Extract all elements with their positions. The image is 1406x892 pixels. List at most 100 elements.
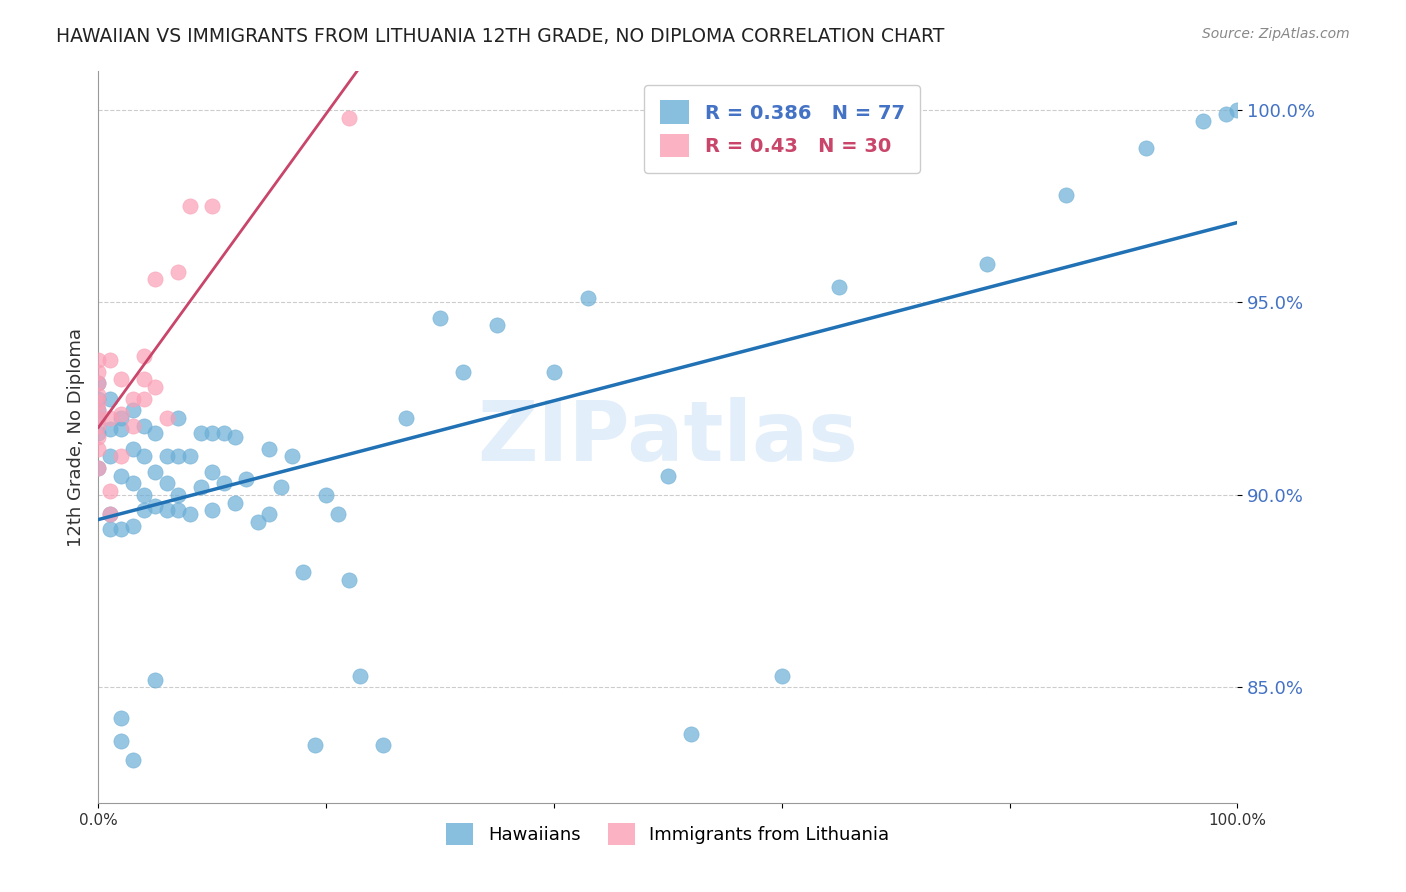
Hawaiians <box>132 450 155 464</box>
Hawaiians <box>145 500 167 514</box>
Immigrants from Lithuania <box>145 272 167 286</box>
Hawaiians <box>235 472 257 486</box>
Hawaiians <box>167 450 190 464</box>
Hawaiians <box>145 673 167 687</box>
Hawaiians <box>87 461 110 475</box>
Hawaiians <box>1215 106 1237 120</box>
Immigrants from Lithuania <box>121 392 143 406</box>
Immigrants from Lithuania <box>87 410 110 425</box>
Immigrants from Lithuania <box>121 418 143 433</box>
Immigrants from Lithuania <box>179 199 201 213</box>
Immigrants from Lithuania <box>87 353 110 368</box>
Hawaiians <box>110 422 132 436</box>
Immigrants from Lithuania <box>87 430 110 444</box>
Hawaiians <box>976 257 998 271</box>
Text: HAWAIIAN VS IMMIGRANTS FROM LITHUANIA 12TH GRADE, NO DIPLOMA CORRELATION CHART: HAWAIIAN VS IMMIGRANTS FROM LITHUANIA 12… <box>56 27 945 45</box>
Hawaiians <box>212 426 235 441</box>
Immigrants from Lithuania <box>145 380 167 394</box>
Hawaiians <box>224 495 246 509</box>
Hawaiians <box>87 426 110 441</box>
Immigrants from Lithuania <box>87 403 110 417</box>
Hawaiians <box>828 280 851 294</box>
Hawaiians <box>1192 114 1215 128</box>
Hawaiians <box>167 503 190 517</box>
Immigrants from Lithuania <box>87 395 110 409</box>
Hawaiians <box>98 523 121 537</box>
Hawaiians <box>98 392 121 406</box>
Hawaiians <box>132 488 155 502</box>
Hawaiians <box>98 422 121 436</box>
Hawaiians <box>179 450 201 464</box>
Hawaiians <box>110 734 132 748</box>
Immigrants from Lithuania <box>98 353 121 368</box>
Hawaiians <box>98 507 121 521</box>
Hawaiians <box>190 426 212 441</box>
Immigrants from Lithuania <box>87 388 110 402</box>
Immigrants from Lithuania <box>156 410 179 425</box>
Hawaiians <box>679 726 702 740</box>
Immigrants from Lithuania <box>201 199 224 213</box>
Hawaiians <box>371 738 394 752</box>
Hawaiians <box>167 410 190 425</box>
Hawaiians <box>145 465 167 479</box>
Hawaiians <box>121 442 143 456</box>
Hawaiians <box>201 426 224 441</box>
Hawaiians <box>98 450 121 464</box>
Hawaiians <box>121 518 143 533</box>
Hawaiians <box>110 410 132 425</box>
Text: Source: ZipAtlas.com: Source: ZipAtlas.com <box>1202 27 1350 41</box>
Hawaiians <box>156 476 179 491</box>
Immigrants from Lithuania <box>337 111 360 125</box>
Hawaiians <box>110 711 132 725</box>
Hawaiians <box>315 488 337 502</box>
Hawaiians <box>337 573 360 587</box>
Immigrants from Lithuania <box>87 461 110 475</box>
Immigrants from Lithuania <box>132 392 155 406</box>
Immigrants from Lithuania <box>87 418 110 433</box>
Y-axis label: 12th Grade, No Diploma: 12th Grade, No Diploma <box>66 327 84 547</box>
Hawaiians <box>246 515 269 529</box>
Immigrants from Lithuania <box>132 349 155 363</box>
Hawaiians <box>292 565 315 579</box>
Hawaiians <box>429 310 451 325</box>
Immigrants from Lithuania <box>98 410 121 425</box>
Hawaiians <box>451 365 474 379</box>
Hawaiians <box>87 410 110 425</box>
Hawaiians <box>770 669 793 683</box>
Hawaiians <box>657 468 679 483</box>
Immigrants from Lithuania <box>98 507 121 521</box>
Hawaiians <box>281 450 304 464</box>
Hawaiians <box>1226 103 1249 117</box>
Hawaiians <box>224 430 246 444</box>
Hawaiians <box>304 738 326 752</box>
Immigrants from Lithuania <box>167 264 190 278</box>
Hawaiians <box>87 392 110 406</box>
Hawaiians <box>326 507 349 521</box>
Hawaiians <box>110 468 132 483</box>
Hawaiians <box>87 403 110 417</box>
Hawaiians <box>201 465 224 479</box>
Immigrants from Lithuania <box>132 372 155 386</box>
Hawaiians <box>259 442 281 456</box>
Hawaiians <box>87 376 110 391</box>
Hawaiians <box>1135 141 1157 155</box>
Hawaiians <box>576 292 599 306</box>
Hawaiians <box>132 418 155 433</box>
Hawaiians <box>395 410 418 425</box>
Immigrants from Lithuania <box>110 450 132 464</box>
Hawaiians <box>349 669 371 683</box>
Hawaiians <box>167 488 190 502</box>
Hawaiians <box>201 503 224 517</box>
Immigrants from Lithuania <box>87 376 110 391</box>
Legend: R = 0.386   N = 77, R = 0.43   N = 30: R = 0.386 N = 77, R = 0.43 N = 30 <box>644 85 920 173</box>
Hawaiians <box>132 503 155 517</box>
Hawaiians <box>190 480 212 494</box>
Hawaiians <box>121 476 143 491</box>
Immigrants from Lithuania <box>98 483 121 498</box>
Hawaiians <box>212 476 235 491</box>
Hawaiians <box>145 426 167 441</box>
Hawaiians <box>259 507 281 521</box>
Hawaiians <box>156 503 179 517</box>
Hawaiians <box>156 450 179 464</box>
Hawaiians <box>486 318 509 333</box>
